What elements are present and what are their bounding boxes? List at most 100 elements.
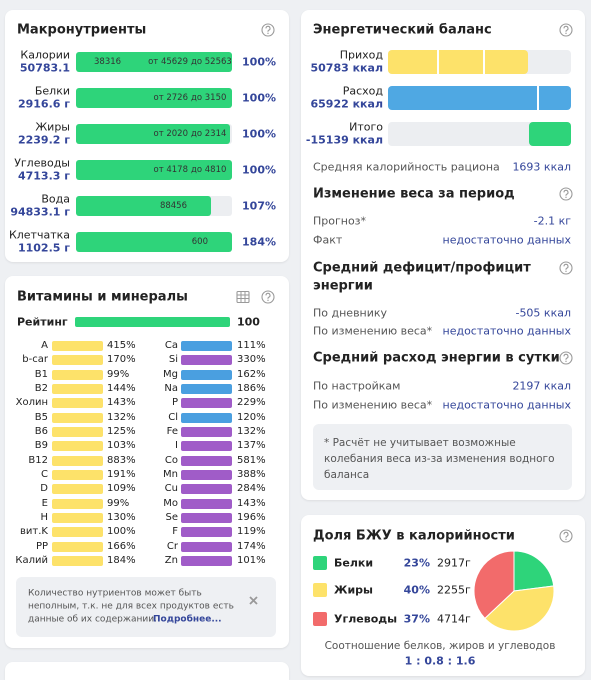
vitamin-name: B12 [28,454,48,466]
vitamin-bar [52,541,103,552]
mineral-name: Fe [166,425,178,437]
close-icon[interactable] [248,595,259,606]
legend-name: Белки [334,556,374,570]
vitamin-percent: 883% [107,454,136,466]
mineral-name: Cl [168,411,178,423]
mineral-bar [181,555,232,566]
mineral-percent: 229% [237,397,266,409]
note-text: колебания веса из-за изменения водного [324,452,555,465]
stat-value: недостаточно данных [442,324,571,338]
mineral-percent: 111% [237,340,266,351]
mineral-percent: 101% [237,554,266,566]
legend-share: 23% [403,556,430,570]
help-icon[interactable] [261,290,275,304]
bar-label: до 52563 [191,56,232,67]
help-icon[interactable] [559,187,573,201]
more-link[interactable]: Подробнее... [153,614,222,625]
vitamin-bar [52,398,103,409]
section-title: Средний расход энергии в сутки [313,350,560,366]
nutrient-amount: 1102.5 г [17,241,70,255]
pie-slice [484,585,555,632]
mineral-percent: 196% [237,511,266,523]
progress-fill [76,232,232,252]
energy-bar [388,50,528,74]
mineral-percent: 162% [237,368,266,380]
vitamin-name: H [40,511,48,523]
stat-label: По изменению веса* [313,324,433,338]
mineral-bar [181,541,232,552]
nutrient-percent: 100% [242,55,276,69]
card-title: Макронутриенты [17,22,147,38]
stat-value: недостаточно данных [442,233,571,247]
vitamin-bar [52,512,103,523]
vitamin-bar [52,412,103,423]
bar-label: от 45629 [148,56,188,67]
mineral-name: Mg [163,368,178,380]
vitamin-name: Холин [15,397,48,409]
mineral-percent: 174% [237,540,266,552]
vitamin-percent: 132% [107,411,136,423]
mineral-bar [181,383,232,394]
legend-swatch [313,556,327,570]
vitamin-name: A [41,340,48,351]
mineral-name: I [175,440,178,452]
help-icon[interactable] [559,23,573,37]
stat-value: недостаточно данных [442,398,571,412]
progress-fill [76,124,230,144]
nutrient-amount: 94833.1 г [10,205,70,219]
mineral-bar [181,355,232,366]
mineral-name: Mn [163,468,178,480]
mineral-name: Si [168,354,178,366]
legend-grams: 4714г [437,612,471,626]
vitamin-bar [52,441,103,452]
vitamin-bar [52,455,103,466]
mineral-bar [181,441,232,452]
mineral-bar [181,498,232,509]
vitamin-bar [52,527,103,538]
legend-grams: 2255г [437,583,471,597]
help-icon[interactable] [559,261,573,275]
nutrient-percent: 100% [242,163,276,177]
help-icon[interactable] [559,529,573,543]
vitamin-bar [52,498,103,509]
vitamin-percent: 144% [107,382,136,394]
mineral-percent: 388% [237,468,266,480]
vitamin-name: PP [35,540,48,552]
mineral-percent: 581% [237,454,266,466]
vitamin-name: B2 [34,382,48,394]
bar-divider [537,86,539,110]
help-icon[interactable] [559,351,573,365]
vitamin-percent: 415% [107,340,136,351]
energy-label: Итого [349,120,383,134]
stat-label: По дневнику [313,306,388,320]
mineral-name: Zn [164,554,178,566]
vitamin-bar [52,484,103,495]
nutrient-name: Вода [41,192,70,206]
note-text: баланса [324,468,370,481]
note-text: Количество нутриентов может быть [28,588,202,599]
stat-label: Прогноз* [313,214,367,228]
energy-value: -15139 ккал [305,133,383,147]
vitamin-name: B5 [34,411,48,423]
legend-grams: 2917г [437,556,471,570]
bar-label: 38316 [94,56,122,67]
mineral-bar [181,512,232,523]
legend-swatch [313,612,327,626]
nutrient-amount: 2239.2 г [17,133,70,147]
mineral-name: Se [165,511,179,523]
nutrient-percent: 107% [242,199,276,213]
note-text: данные об их содержании. [28,614,157,625]
vitamin-name: D [40,483,48,495]
mineral-bar [181,527,232,538]
mineral-percent: 120% [237,411,266,423]
vitamin-percent: 184% [107,554,136,566]
vitamin-percent: 125% [107,425,136,437]
mineral-percent: 137% [237,440,266,452]
vitamin-name: B6 [34,425,48,437]
help-icon[interactable] [261,23,275,37]
mineral-bar [181,398,232,409]
nutrient-name: Белки [34,84,70,98]
table-icon[interactable] [236,290,250,304]
mineral-bar [181,341,232,351]
mineral-name: F [172,526,178,538]
